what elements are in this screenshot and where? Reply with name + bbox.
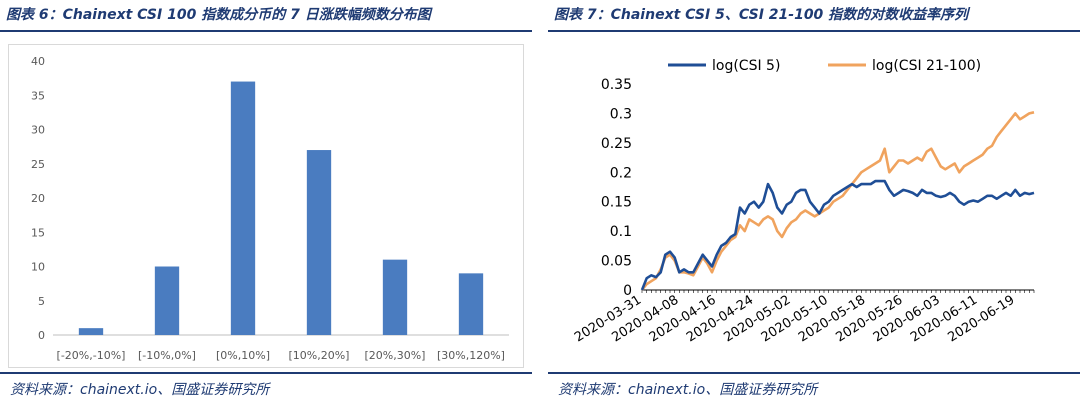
bar [382, 259, 408, 335]
y-tick-label: 20 [31, 192, 45, 205]
bar [230, 81, 256, 335]
left-source-rule [0, 372, 532, 374]
series-line-1 [640, 111, 1035, 291]
right-panel: 图表 7：Chainext CSI 5、CSI 21-100 指数的对数收益率序… [548, 0, 1080, 410]
y-tick-label: 0 [38, 329, 45, 342]
y-tick-label: 0.1 [610, 224, 632, 240]
left-chart-title: 图表 6：Chainext CSI 100 指数成分币的 7 日涨跌幅频数分布图 [6, 7, 431, 23]
y-tick-label: 15 [31, 226, 45, 239]
line-chart: 00.050.10.150.20.250.30.352020-03-312020… [572, 58, 1035, 345]
x-tick-label: [0%,10%] [216, 349, 270, 362]
y-tick-label: 0.3 [610, 106, 632, 122]
bar [154, 266, 180, 335]
x-tick-label: [10%,20%] [289, 349, 350, 362]
x-tick-label: [-10%,0%] [138, 349, 196, 362]
y-tick-label: 0.2 [610, 165, 632, 181]
y-tick-label: 0.05 [601, 254, 632, 270]
y-tick-label: 5 [38, 295, 45, 308]
x-tick-label: [-20%,-10%] [57, 349, 126, 362]
left-source-note: 资料来源：chainext.io、国盛证券研究所 [10, 382, 270, 398]
right-chart-title: 图表 7：Chainext CSI 5、CSI 21-100 指数的对数收益率序… [554, 7, 969, 23]
y-tick-label: 0.35 [601, 77, 632, 93]
series-line-0 [640, 179, 1035, 291]
legend-label: log(CSI 5) [712, 58, 780, 74]
x-tick-label: [30%,120%] [437, 349, 505, 362]
legend-label: log(CSI 21-100) [872, 58, 981, 74]
y-tick-label: 30 [31, 124, 45, 137]
y-tick-label: 40 [31, 55, 45, 68]
right-source-rule [548, 372, 1080, 374]
y-tick-label: 25 [31, 158, 45, 171]
bar [306, 150, 332, 335]
bar-chart: 0 5 10 15 20 25 30 35 40 [-20%,-10%] [-10%,0%] [0%,… [31, 55, 509, 362]
bar [78, 328, 104, 335]
y-tick-label: 0.15 [601, 195, 632, 211]
bar-chart-frame: 0 5 10 15 20 25 30 35 40 [-20%,-10%] [-10%,0%] [0%,… [8, 44, 524, 368]
y-tick-label: 35 [31, 89, 45, 102]
x-tick-label: [20%,30%] [365, 349, 426, 362]
left-title-rule [0, 30, 532, 32]
right-source-note: 资料来源：chainext.io、国盛证券研究所 [558, 382, 818, 398]
y-tick-label: 0 [623, 283, 632, 299]
y-tick-label: 0.25 [601, 136, 632, 152]
y-tick-label: 10 [31, 261, 45, 274]
right-title-rule [548, 30, 1080, 32]
bar [458, 273, 484, 335]
left-panel: 图表 6：Chainext CSI 100 指数成分币的 7 日涨跌幅频数分布图… [0, 0, 532, 410]
